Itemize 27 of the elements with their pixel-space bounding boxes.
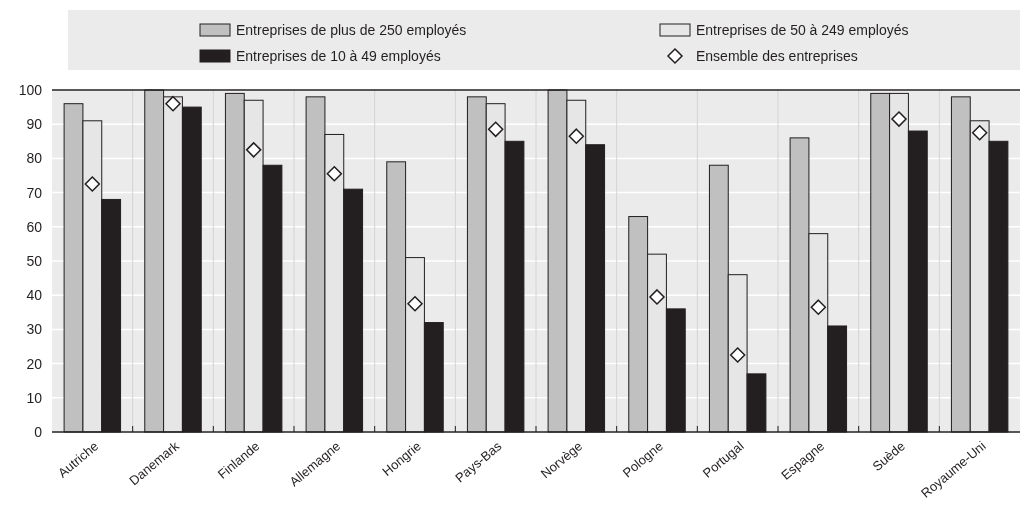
point bbox=[649, 289, 665, 305]
point bbox=[326, 166, 343, 182]
y-tick-label: 10 bbox=[26, 389, 43, 406]
y-tick-label: 60 bbox=[26, 218, 43, 235]
point bbox=[729, 347, 746, 363]
y-tick-label: 40 bbox=[26, 287, 43, 304]
y-tick-label: 0 bbox=[34, 423, 43, 440]
point bbox=[487, 121, 504, 138]
y-tick-label: 30 bbox=[26, 321, 43, 338]
y-tick-label: 50 bbox=[26, 252, 43, 269]
point bbox=[245, 142, 262, 158]
y-tick-label: 20 bbox=[26, 355, 43, 372]
legend-label: Entreprises de 10 à 49 employés bbox=[236, 47, 441, 64]
y-tick-label: 90 bbox=[26, 116, 43, 133]
point bbox=[84, 176, 101, 192]
point bbox=[165, 95, 181, 112]
point bbox=[810, 299, 827, 315]
point bbox=[891, 111, 907, 127]
legend-label: Entreprises de 50 à 249 employés bbox=[696, 21, 909, 38]
point bbox=[407, 296, 423, 312]
y-tick-label: 80 bbox=[26, 150, 43, 167]
y-tick-label: 70 bbox=[26, 184, 43, 201]
point bbox=[971, 125, 988, 141]
point bbox=[568, 128, 585, 144]
legend-label: Entreprises de plus de 250 employés bbox=[236, 21, 467, 38]
legend-label: Ensemble des entreprises bbox=[696, 47, 858, 64]
y-tick-label: 100 bbox=[18, 81, 43, 98]
